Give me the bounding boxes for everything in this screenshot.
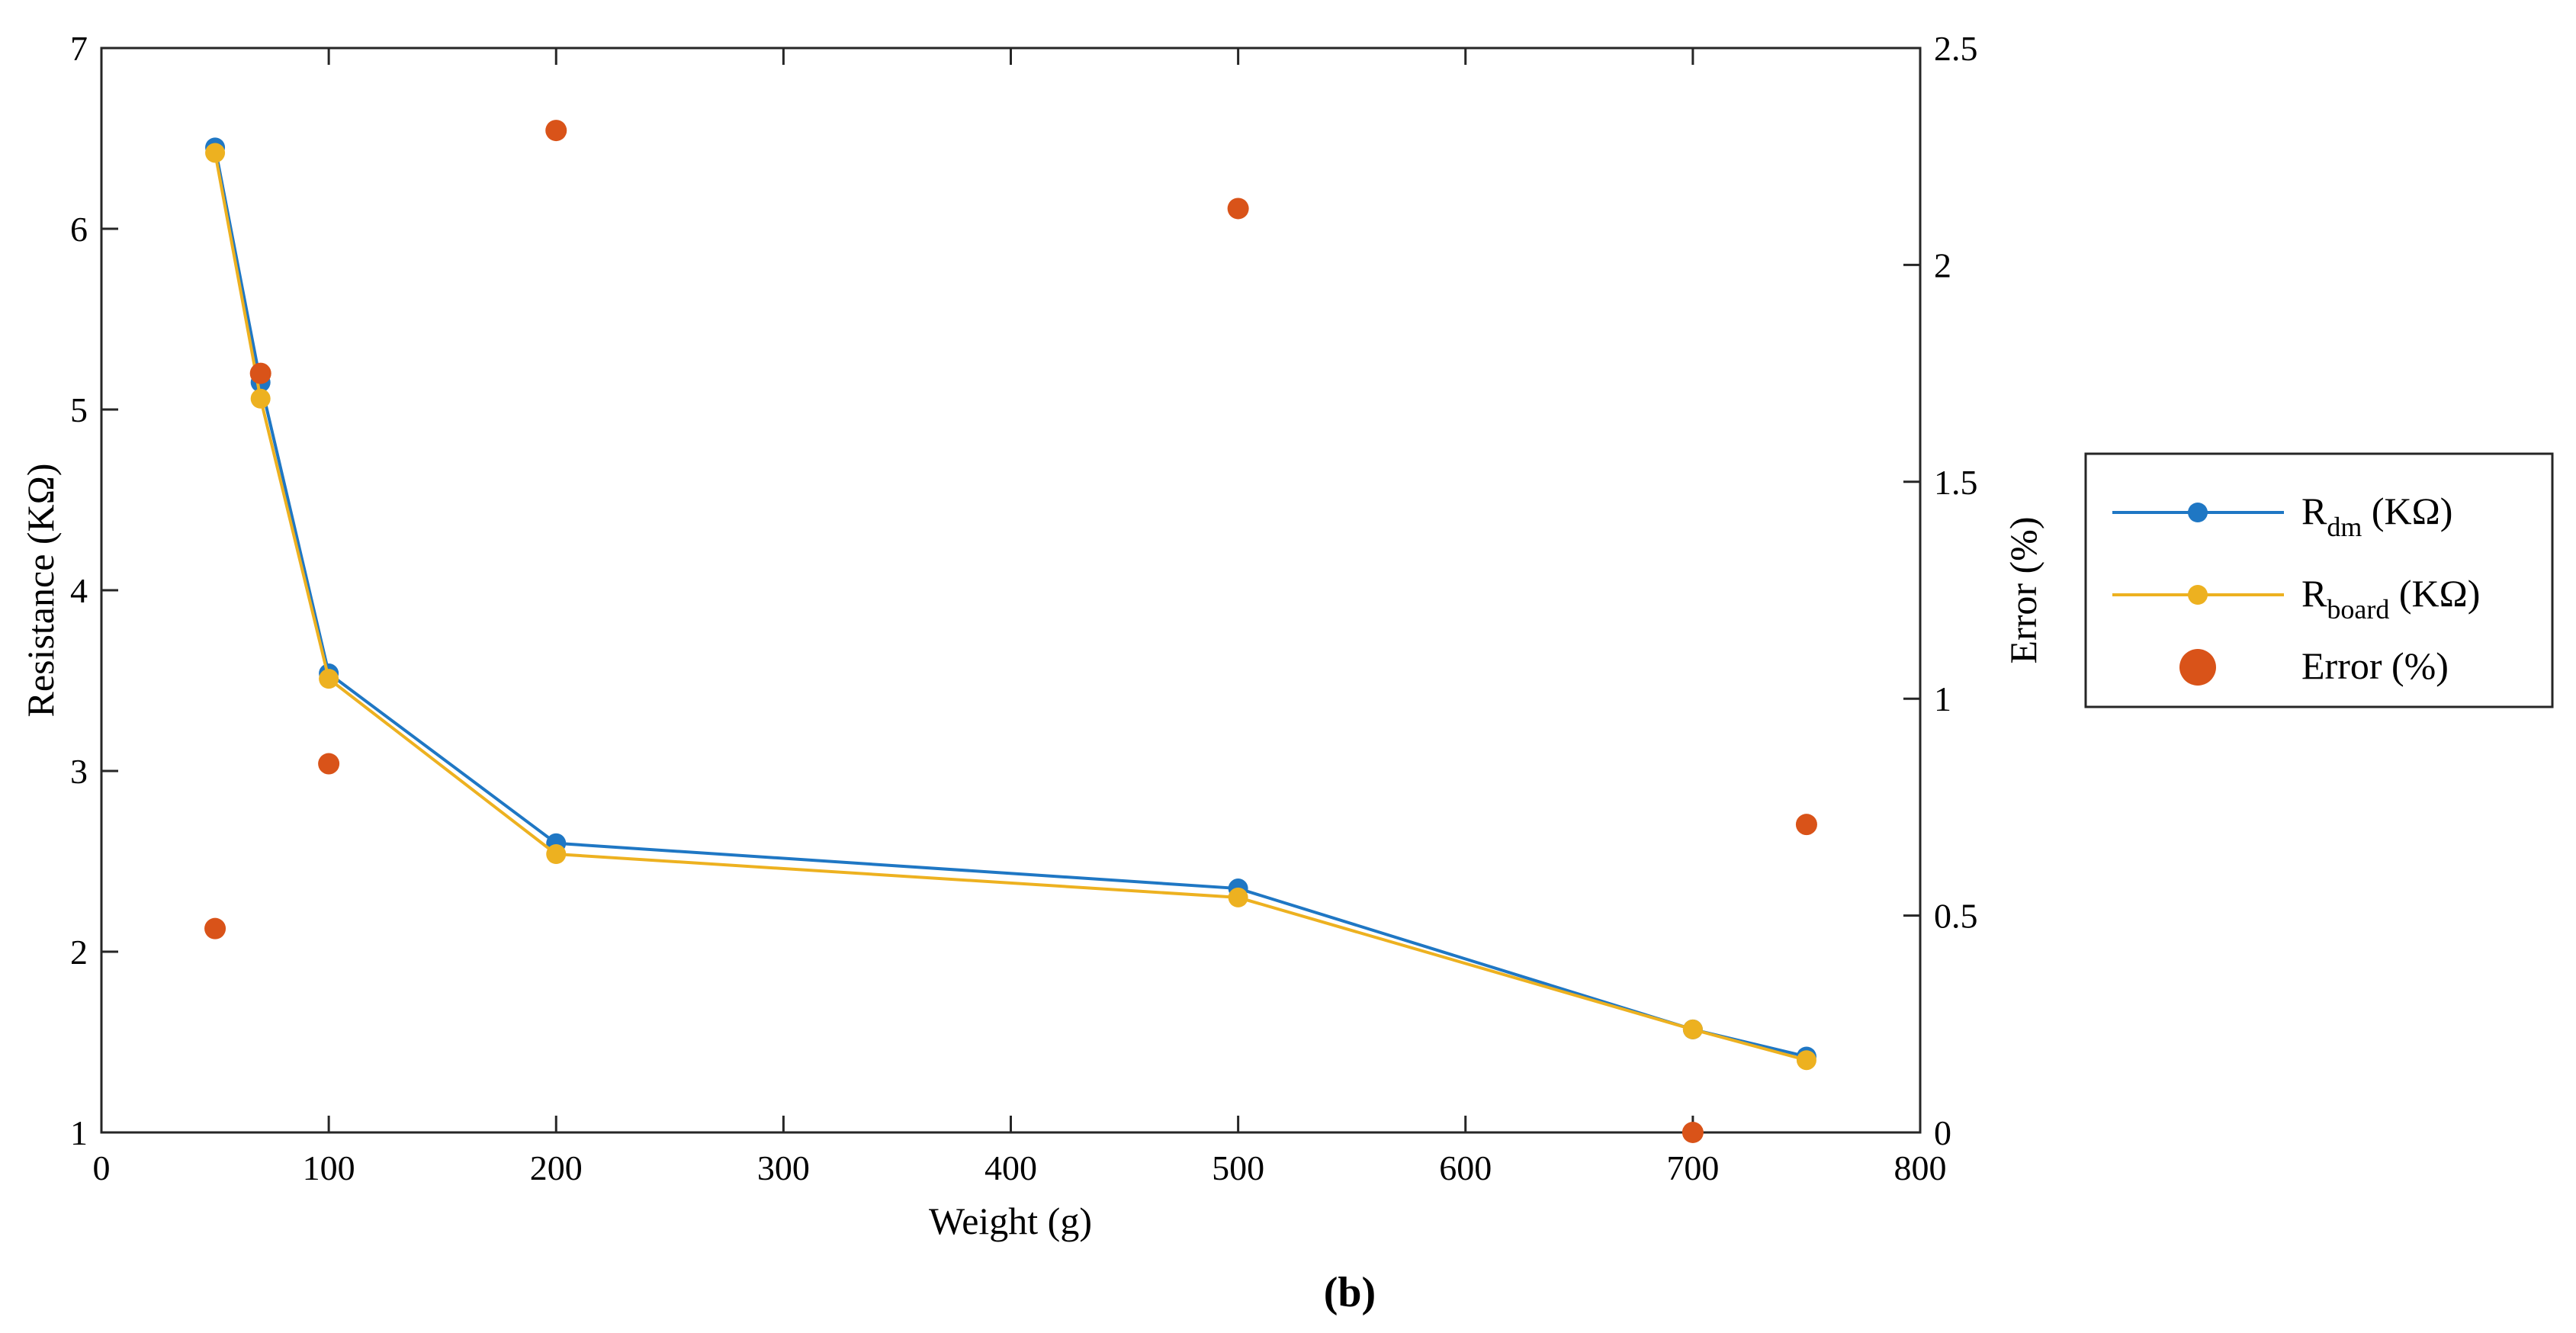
x-tick-label: 200 <box>530 1148 583 1187</box>
data-point-error <box>545 120 567 142</box>
x-tick-label: 300 <box>757 1148 810 1187</box>
y2-tick-label: 2 <box>1934 246 1951 284</box>
x-tick-label: 100 <box>303 1148 355 1187</box>
y-tick-label: 4 <box>70 571 88 610</box>
x-tick-label: 0 <box>93 1148 111 1187</box>
y-tick-label: 5 <box>70 390 88 429</box>
y-tick-label: 1 <box>70 1113 88 1152</box>
data-point-error <box>1795 814 1817 836</box>
y2-axis-label: Error (%) <box>2002 517 2044 664</box>
data-point-r-board <box>546 844 567 865</box>
y2-tick-label: 1 <box>1934 679 1951 718</box>
data-point-r-board <box>1682 1019 1703 1039</box>
axes-ticks: 0 100 200 300 400 500 600 700 800 1 2 3 4 5 6 7 0 0.5 1 1.5… <box>70 29 1978 1187</box>
data-point-r-board <box>1796 1050 1816 1071</box>
legend-label: Error (%) <box>2301 644 2449 687</box>
data-point-error <box>1681 1122 1704 1143</box>
y-tick-label: 7 <box>70 29 88 68</box>
y2-tick-label: 2.5 <box>1934 29 1978 68</box>
legend: Rdm (KΩ)Rboard (KΩ)Error (%) <box>2084 452 2554 708</box>
x-tick-label: 500 <box>1212 1148 1264 1187</box>
x-tick-label: 800 <box>1894 1148 1947 1187</box>
legend-box <box>2084 452 2554 708</box>
y-tick-label: 6 <box>70 210 88 249</box>
x-tick-label: 600 <box>1439 1148 1492 1187</box>
data-point-r-board <box>250 388 271 409</box>
data-point-error <box>249 362 271 384</box>
legend-marker-swatch <box>2188 503 2208 522</box>
data-point-r-board <box>1228 887 1248 907</box>
y-tick-label: 2 <box>70 933 88 972</box>
y2-tick-label: 0 <box>1934 1113 1951 1152</box>
x-tick-label: 400 <box>984 1148 1037 1187</box>
x-tick-label: 700 <box>1666 1148 1719 1187</box>
panel-label: (b) <box>1324 1269 1376 1316</box>
data-point-error <box>204 917 226 940</box>
y2-tick-label: 0.5 <box>1934 897 1978 936</box>
legend-marker-swatch <box>2179 649 2216 686</box>
data-point-error <box>318 753 340 775</box>
plot-area <box>100 47 1922 1134</box>
plot-frame <box>100 47 1922 1134</box>
y2-tick-label: 1.5 <box>1934 463 1978 502</box>
y-tick-label: 3 <box>70 752 88 791</box>
data-point-r-board <box>319 669 339 689</box>
data-point-error <box>1227 198 1249 220</box>
y-axis-label: Resistance (KΩ) <box>19 464 62 718</box>
legend-marker-swatch <box>2188 585 2208 605</box>
series-group <box>204 120 1817 1143</box>
x-axis-label: Weight (g) <box>929 1200 1092 1242</box>
data-point-r-board <box>205 143 226 163</box>
